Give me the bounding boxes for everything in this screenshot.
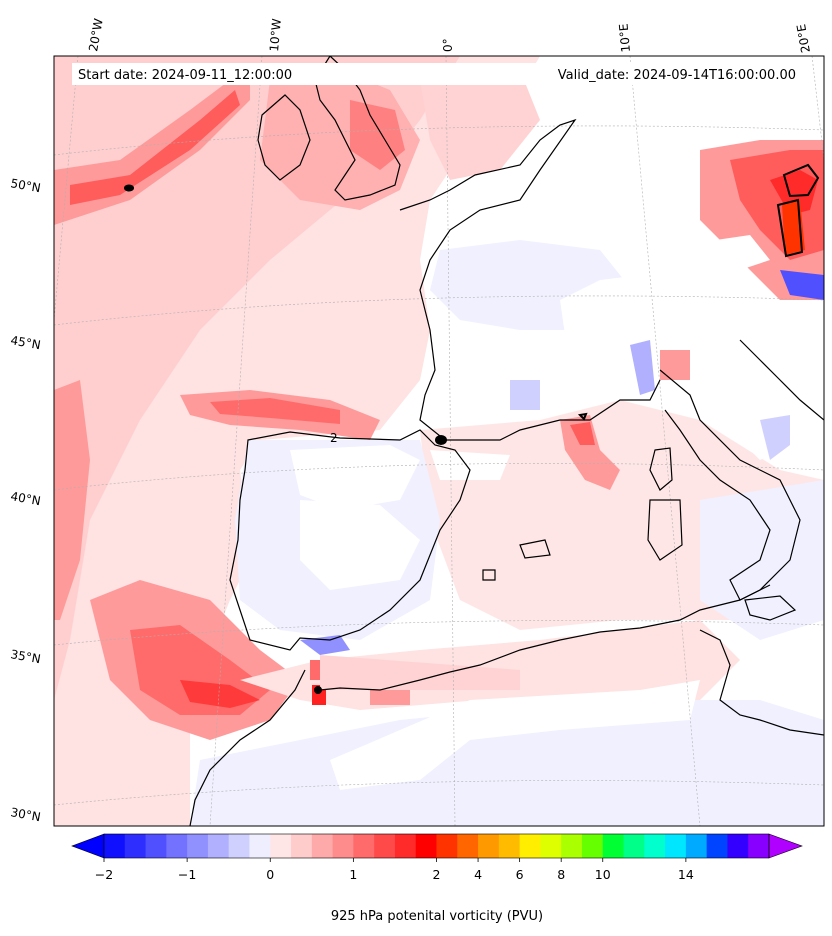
lat-label: 45°N <box>9 333 41 352</box>
map-frame <box>53 55 825 827</box>
lat-label: 50°N <box>9 176 41 195</box>
lon-labels: 20°W 10°W 0° 10°E 20°E <box>86 17 813 54</box>
colorbar-cell <box>644 834 666 858</box>
colorbar-cell <box>478 834 500 858</box>
valid-date-label: Valid_date: 2024-09-14T16:00:00.00 <box>558 68 796 83</box>
lon-label: 10°W <box>267 18 284 52</box>
colorbar-cell <box>166 834 188 858</box>
colorbar-cell <box>374 834 396 858</box>
colorbar-cell <box>415 834 437 858</box>
colorbar-cell <box>706 834 728 858</box>
lat-labels: 50°N 45°N 40°N 35°N 30°N <box>9 176 41 824</box>
colorbar-tick-label: −1 <box>178 867 196 882</box>
colorbar-cell <box>291 834 313 858</box>
colorbar-cell <box>436 834 458 858</box>
colorbar-extend-high <box>768 833 803 859</box>
colorbar-cell <box>748 834 770 858</box>
graticule <box>54 56 824 826</box>
colorbar-tick-label: 1 <box>349 867 357 882</box>
colorbar-cell <box>353 834 375 858</box>
colorbar-cell <box>187 834 209 858</box>
colorbar-cell <box>727 834 749 858</box>
colorbar-cell <box>665 834 687 858</box>
colorbar-title: 925 hPa potenital vorticity (PVU) <box>331 909 543 924</box>
colorbar-tick-label: 8 <box>557 867 565 882</box>
colorbar-cell <box>519 834 541 858</box>
colorbar-cell <box>104 834 126 858</box>
colorbar-cell <box>124 834 147 858</box>
colorbar: −2 −1 0 1 2 4 6 8 10 14 925 hPa potenital vortici… <box>71 833 803 924</box>
colorbar-cell <box>685 834 708 858</box>
colorbar-tick-label: 10 <box>595 867 611 882</box>
colorbar-tick-label: 2 <box>433 867 441 882</box>
header-bar <box>72 63 802 85</box>
lat-label: 35°N <box>9 647 41 666</box>
lon-label: 20°W <box>86 17 106 52</box>
colorbar-cell <box>270 834 292 858</box>
colorbar-tick-label: 0 <box>266 867 274 882</box>
colorbar-cell <box>228 834 250 858</box>
pv-2-contours <box>124 163 820 694</box>
coastlines <box>189 56 824 826</box>
colorbar-cell <box>394 834 417 858</box>
colorbar-cell <box>457 834 479 858</box>
colorbar-cell <box>332 834 354 858</box>
colorbar-cell <box>207 834 230 858</box>
colorbar-cell <box>540 834 562 858</box>
colorbar-cell <box>602 834 625 858</box>
colorbar-cell <box>311 834 334 858</box>
map-panel: 2 Start date: 2024-09-11_12:00:00 Valid_… <box>54 56 824 826</box>
colorbar-cell <box>561 834 583 858</box>
colorbar-tick-label: 14 <box>678 867 694 882</box>
colorbar-tick-label: 4 <box>474 867 482 882</box>
colorbar-tick-label: 6 <box>516 867 524 882</box>
colorbar-cell <box>623 834 645 858</box>
lat-label: 30°N <box>9 805 41 824</box>
start-date-label: Start date: 2024-09-11_12:00:00 <box>78 68 292 83</box>
colorbar-cell <box>498 834 521 858</box>
colorbar-cell <box>581 834 604 858</box>
lon-label: 20°E <box>794 23 813 54</box>
lon-label: 10°E <box>617 23 633 53</box>
lon-label: 0° <box>441 38 455 52</box>
colorbar-extend-low <box>71 833 105 859</box>
colorbar-tick-label: −2 <box>95 867 113 882</box>
colorbar-cell <box>145 834 167 858</box>
contour-label: 2 <box>330 431 338 445</box>
lat-label: 40°N <box>9 489 41 508</box>
pv-field <box>54 56 824 826</box>
colorbar-cell <box>249 834 271 858</box>
